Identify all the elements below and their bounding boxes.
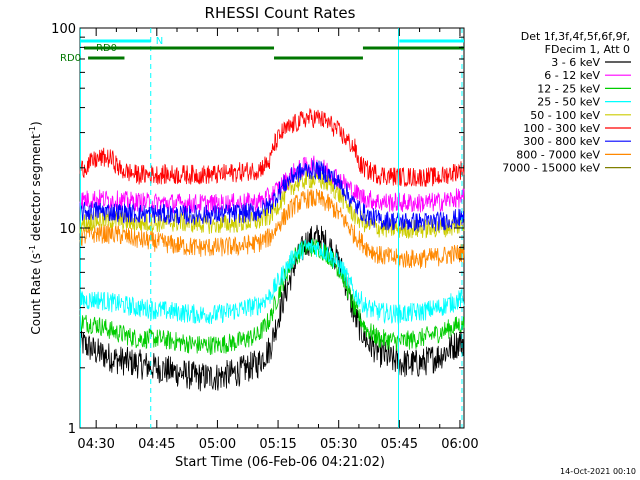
y-tick-label: 10 xyxy=(59,222,76,237)
y-axis-label-part: ) xyxy=(29,121,43,126)
legend-header-line: FDecim 1, Att 0 xyxy=(545,43,630,56)
series-line xyxy=(79,108,465,187)
series-line xyxy=(79,188,465,269)
legend-entry-label: 3 - 6 keV xyxy=(551,56,600,69)
legend-entry-label: 12 - 25 keV xyxy=(537,82,600,95)
attenuator-state-label: N xyxy=(156,36,163,47)
x-tick-label: 05:00 xyxy=(199,437,236,452)
y-tick-label: 100 xyxy=(51,22,76,37)
series-line xyxy=(79,159,465,232)
y-axis-label: Count Rate (s-1 detector segment-1) xyxy=(28,121,43,334)
y-tick-label: 1 xyxy=(68,422,76,437)
legend: Det 1f,3f,4f,5f,6f,9f, FDecim 1, Att 0 3… xyxy=(502,30,631,175)
x-tick-label: 05:30 xyxy=(320,437,357,452)
x-tick-label: 04:30 xyxy=(77,437,114,452)
series-layer xyxy=(79,108,465,392)
series-line xyxy=(79,237,465,356)
x-tick-label: 05:15 xyxy=(259,437,296,452)
series-line xyxy=(79,238,465,326)
legend-entry-label: 50 - 100 keV xyxy=(530,109,600,122)
rd0-upper-label: RD0 xyxy=(96,43,117,54)
chart-title: RHESSI Count Rates xyxy=(205,4,356,22)
rd0-lower-label: RD0 xyxy=(60,53,81,64)
legend-entry-label: 300 - 800 keV xyxy=(523,135,600,148)
legend-entry-label: 6 - 12 keV xyxy=(544,69,600,82)
legend-entry-label: 7000 - 15000 keV xyxy=(502,162,600,175)
series-line xyxy=(79,155,465,214)
generation-timestamp: 14-Oct-2021 00:10 xyxy=(560,467,636,476)
y-axis-label-part: detector segment xyxy=(29,134,43,245)
x-tick-label: 04:45 xyxy=(138,437,175,452)
legend-entry-label: 25 - 50 keV xyxy=(537,96,600,109)
x-tick-label: 06:00 xyxy=(441,437,478,452)
series-line xyxy=(79,169,465,239)
y-axis-label-part: Count Rate (s xyxy=(29,253,43,335)
legend-entry-label: 800 - 7000 keV xyxy=(516,148,600,161)
x-axis-label: Start Time (06-Feb-06 04:21:02) xyxy=(175,455,385,470)
series-line xyxy=(79,224,465,392)
y-axis-label-exponent: -1 xyxy=(28,126,37,134)
legend-entry-label: 100 - 300 keV xyxy=(523,122,600,135)
legend-header-line: Det 1f,3f,4f,5f,6f,9f, xyxy=(521,30,630,43)
y-axis-label-exponent: -1 xyxy=(28,245,37,253)
x-tick-label: 05:45 xyxy=(381,437,418,452)
axes-layer: 1 10 100 04:30 04:45 05:00 05:15 05:30 05:45 06:0… xyxy=(51,22,479,452)
